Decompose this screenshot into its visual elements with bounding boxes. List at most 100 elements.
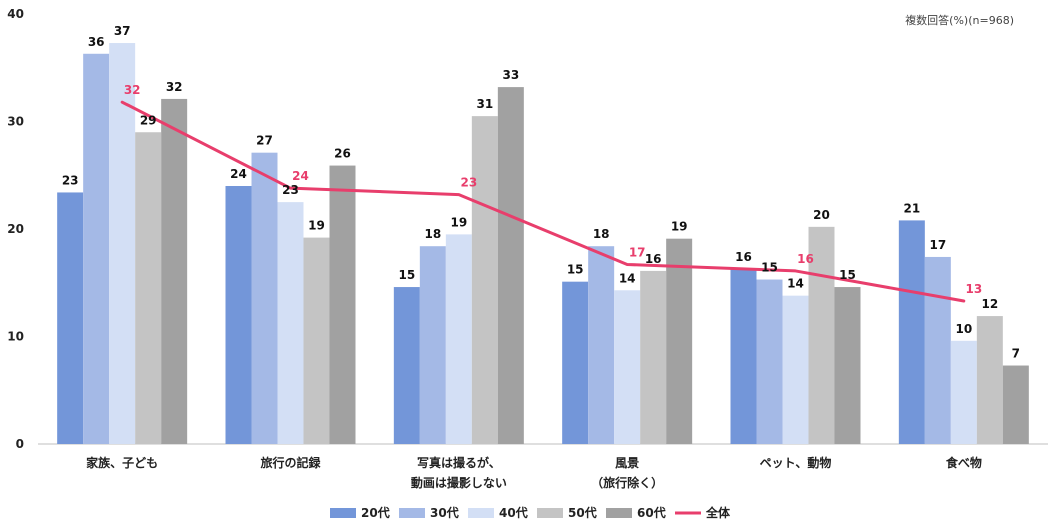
category-label: 写真は撮るが、	[417, 455, 501, 470]
bar-value-label: 33	[502, 68, 519, 82]
y-tick-label: 30	[7, 115, 24, 129]
bar-30代-2	[419, 246, 446, 444]
bars	[57, 43, 1029, 445]
legend-label: 全体	[705, 505, 731, 520]
bar-value-label: 29	[140, 113, 157, 127]
bar-30代-1	[251, 152, 278, 445]
bar-value-label: 15	[839, 268, 856, 282]
bar-value-label: 10	[955, 322, 972, 336]
legend-label: 30代	[430, 505, 459, 520]
bar-50代-3	[640, 270, 667, 444]
bar-20代-3	[562, 281, 589, 444]
category-labels: 家族、子ども 旅行の記録 写真は撮るが、動画は撮影しない 風景 （旅行除く） ペット、動物…	[86, 455, 982, 490]
total-line-value-label: 32	[124, 83, 141, 97]
category-label: 家族、子ども	[86, 455, 158, 470]
bar-value-label: 12	[981, 297, 998, 311]
bar-40代-3	[614, 290, 641, 444]
bar-value-label: 31	[476, 97, 493, 111]
bar-40代-0	[109, 43, 136, 445]
bar-value-label: 37	[114, 24, 131, 38]
y-tick-label: 0	[16, 437, 24, 451]
bar-50代-2	[471, 116, 498, 444]
bar-20代-2	[393, 287, 420, 444]
category-label: 動画は撮影しない	[411, 475, 507, 490]
bar-value-label: 23	[62, 173, 79, 187]
bar-value-label: 15	[567, 263, 584, 277]
category-label: 風景	[615, 456, 639, 470]
bar-value-label: 16	[735, 250, 752, 264]
bar-30代-0	[83, 53, 110, 445]
bar-50代-1	[303, 237, 330, 444]
legend-label: 50代	[568, 505, 597, 520]
bar-60代-1	[329, 165, 356, 444]
total-line	[120, 100, 966, 303]
bar-60代-3	[666, 238, 693, 444]
legend-label: 60代	[637, 505, 666, 520]
category-label: （旅行除く）	[591, 475, 663, 490]
bar-60代-4	[834, 287, 861, 444]
bar-30代-5	[924, 256, 951, 444]
y-tick-label: 10	[7, 330, 24, 344]
bar-40代-5	[950, 340, 977, 444]
bar-20代-0	[57, 192, 84, 444]
axes: 0 10 20 30 40	[7, 7, 1048, 451]
bar-40代-2	[445, 234, 472, 444]
bar-value-label: 24	[230, 167, 247, 181]
bar-30代-4	[756, 279, 783, 444]
bar-value-label: 19	[671, 220, 688, 234]
category-label: 食べ物	[945, 455, 982, 470]
bar-value-label: 14	[787, 277, 804, 291]
legend-label: 20代	[361, 505, 390, 520]
total-line-value-label: 13	[965, 282, 982, 296]
bar-value-label: 19	[450, 215, 467, 229]
bar-value-label: 18	[424, 227, 441, 241]
bar-value-label: 16	[645, 252, 662, 266]
bar-20代-4	[730, 268, 757, 444]
total-line-value-label: 16	[797, 252, 814, 266]
bar-value-label: 15	[761, 261, 778, 275]
bar-value-label: 14	[619, 271, 636, 285]
legend: 20代 30代 40代 50代 60代 全体	[330, 505, 731, 520]
total-line-value-label: 17	[629, 245, 646, 259]
bar-40代-1	[277, 202, 304, 444]
bar-60代-2	[497, 87, 524, 444]
legend-swatch	[399, 508, 425, 518]
total-line-value-label: 24	[292, 169, 309, 183]
legend-swatch	[606, 508, 632, 518]
bar-value-label: 17	[929, 238, 946, 252]
bar-value-label: 7	[1012, 347, 1020, 361]
y-tick-label: 40	[7, 7, 24, 21]
bar-value-label: 18	[593, 227, 610, 241]
bar-value-label: 23	[282, 183, 299, 197]
bar-value-label: 36	[88, 35, 105, 49]
bar-value-label: 15	[398, 268, 415, 282]
y-tick-label: 20	[7, 222, 24, 236]
bar-value-label: 21	[903, 201, 920, 215]
legend-label: 40代	[499, 505, 528, 520]
bar-60代-0	[161, 98, 188, 445]
bar-20代-1	[225, 186, 252, 444]
bar-20代-5	[898, 220, 925, 444]
bar-50代-0	[135, 132, 162, 444]
bar-40代-4	[782, 295, 809, 444]
bar-value-label: 32	[166, 80, 183, 94]
legend-swatch	[468, 508, 494, 518]
bar-50代-4	[808, 226, 835, 444]
total-line-group	[120, 100, 966, 303]
bar-value-label: 26	[334, 147, 351, 161]
bar-value-label: 19	[308, 219, 325, 233]
total-line-value-label: 23	[460, 176, 477, 190]
legend-swatch	[330, 508, 356, 518]
bar-60代-5	[1002, 365, 1029, 444]
bar-value-label: 27	[256, 134, 273, 148]
chart-note: 複数回答(%)(n=968)	[905, 13, 1014, 27]
bar-30代-3	[588, 246, 615, 444]
bar-value-label: 20	[813, 208, 830, 222]
legend-swatch	[537, 508, 563, 518]
category-label: ペット、動物	[760, 455, 832, 470]
category-label: 旅行の記録	[260, 455, 321, 470]
bar-50代-5	[976, 316, 1003, 444]
